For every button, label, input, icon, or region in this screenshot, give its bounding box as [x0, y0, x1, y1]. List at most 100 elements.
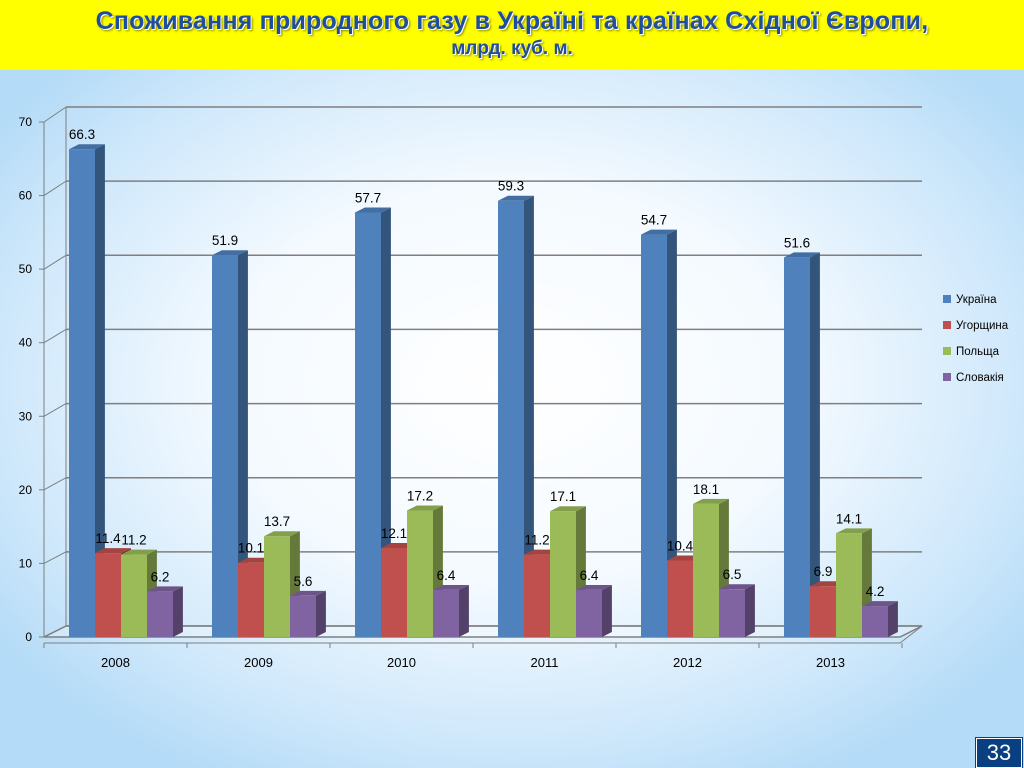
legend-label: Польща — [956, 346, 1000, 358]
bar-side — [745, 584, 755, 637]
bar-top — [433, 584, 469, 590]
bar — [264, 536, 290, 637]
x-tick-label: 2009 — [244, 655, 273, 670]
bar — [576, 589, 602, 637]
bar-top — [719, 584, 755, 590]
bar — [238, 562, 264, 637]
legend-swatch — [943, 373, 951, 381]
gridline-side — [43, 551, 67, 564]
bar-side — [95, 144, 105, 637]
bar — [69, 149, 95, 637]
bar-top — [121, 549, 157, 555]
bar-side — [667, 229, 677, 637]
bar — [433, 589, 459, 637]
bar-top — [576, 584, 612, 590]
y-tick-label: 20 — [19, 483, 33, 497]
bar — [381, 547, 407, 637]
bar — [498, 200, 524, 637]
legend-label: Словакія — [956, 372, 1004, 384]
x-axis-depth — [899, 625, 923, 644]
slide-title: Споживання природного газу в Україні та … — [95, 7, 929, 35]
bar-side — [524, 195, 534, 637]
y-tick-label: 30 — [19, 409, 33, 423]
bar — [784, 257, 810, 637]
bar — [407, 510, 433, 637]
data-label: 6.4 — [437, 568, 456, 583]
gridline-side — [43, 180, 67, 196]
bar — [550, 511, 576, 637]
gridline-side — [43, 254, 67, 270]
gridline-side — [43, 329, 67, 344]
bar-top — [147, 586, 183, 592]
y-tick-label: 70 — [19, 115, 33, 129]
bar — [355, 212, 381, 637]
bar-side — [810, 252, 820, 637]
x-tick-label: 2008 — [101, 655, 130, 670]
x-tick-label: 2012 — [673, 655, 702, 670]
data-label: 11.2 — [524, 533, 549, 548]
y-tick-label: 0 — [25, 630, 32, 644]
data-label: 14.1 — [836, 511, 862, 526]
bar — [667, 560, 693, 637]
bar — [524, 554, 550, 637]
data-label: 51.6 — [784, 235, 810, 250]
bar — [693, 503, 719, 637]
x-tick-label: 2010 — [387, 655, 416, 670]
bar-top — [836, 528, 872, 534]
data-label: 6.9 — [814, 564, 833, 579]
data-label: 17.2 — [407, 488, 433, 503]
y-tick-label: 40 — [19, 336, 33, 350]
data-label: 17.1 — [550, 489, 576, 504]
data-label: 4.2 — [866, 584, 885, 599]
data-label: 6.2 — [151, 569, 170, 584]
bar-side — [316, 590, 326, 637]
bar-side — [238, 250, 248, 637]
y-tick-label: 50 — [19, 262, 33, 276]
y-tick-label: 10 — [19, 556, 33, 570]
bar — [719, 589, 745, 637]
bar-top — [69, 144, 105, 150]
bar — [862, 606, 888, 637]
bar-top — [641, 229, 677, 235]
gridline-side — [43, 106, 67, 123]
data-label: 18.1 — [693, 482, 719, 497]
legend-swatch — [943, 321, 951, 329]
data-label: 6.4 — [580, 568, 599, 583]
legend-label: Угорщина — [956, 320, 1009, 332]
bar-top — [290, 590, 326, 596]
data-label: 10.4 — [667, 538, 694, 553]
gridline-side — [43, 403, 67, 417]
data-label: 66.3 — [69, 127, 95, 142]
bar — [836, 533, 862, 637]
data-label: 54.7 — [641, 213, 667, 228]
bar — [641, 234, 667, 638]
data-label: 12.1 — [381, 526, 407, 541]
page-number: 33 — [976, 738, 1022, 768]
data-label: 11.4 — [95, 531, 121, 546]
data-label: 10.1 — [238, 541, 264, 556]
bar — [121, 554, 147, 637]
bar-top — [212, 250, 248, 256]
bar-top — [550, 506, 586, 512]
x-tick-label: 2013 — [816, 655, 845, 670]
x-tick-label: 2011 — [531, 655, 559, 670]
slide-subtitle: млрд. куб. м. — [451, 38, 573, 59]
bar-side — [459, 584, 469, 637]
data-label: 11.2 — [121, 533, 146, 548]
bar-top — [355, 207, 391, 213]
data-label: 59.3 — [498, 179, 524, 194]
legend-swatch — [943, 295, 951, 303]
bar-side — [602, 584, 612, 637]
gridline-side — [43, 477, 67, 491]
bar-side — [173, 586, 183, 637]
bar-top — [498, 195, 534, 201]
bar-top — [784, 252, 820, 258]
bar — [212, 255, 238, 637]
bar — [147, 591, 173, 637]
bar-top — [693, 498, 729, 504]
bar — [290, 595, 316, 637]
legend-label: Україна — [956, 294, 997, 306]
bar — [95, 553, 121, 637]
bar-top — [862, 601, 898, 607]
